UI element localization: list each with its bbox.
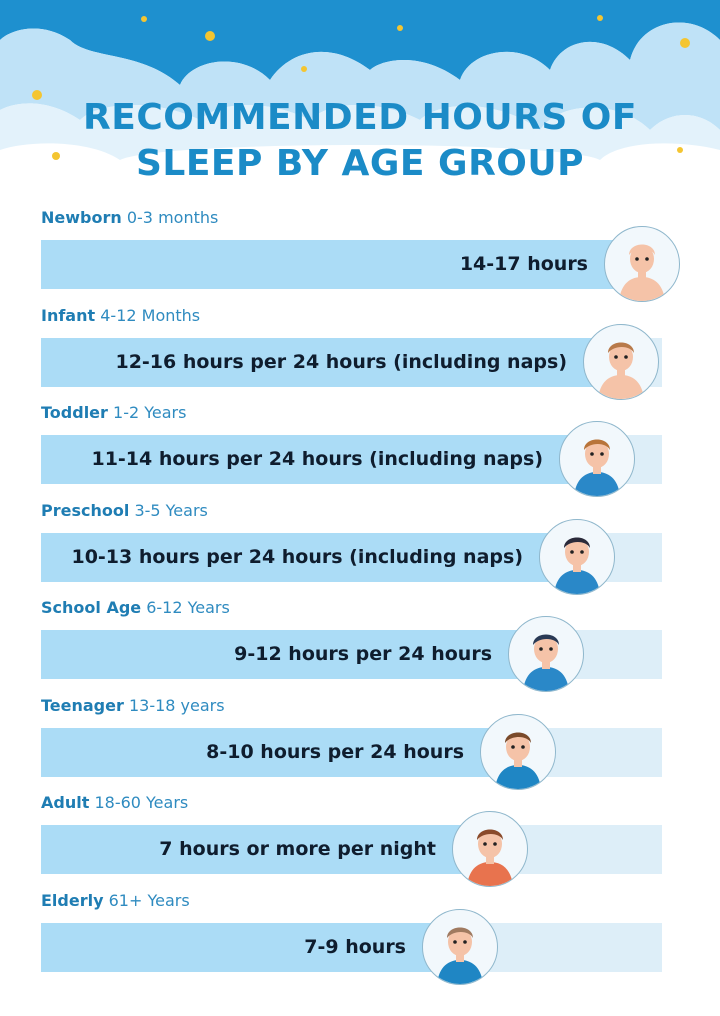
age-range: 1-2 Years <box>113 403 187 422</box>
age-group-name: Preschool <box>41 501 130 520</box>
infant-icon <box>583 324 659 400</box>
age-group-label: Preschool 3-5 Years <box>41 501 208 520</box>
sleep-bar-fill <box>41 923 460 972</box>
age-group-label: Infant 4-12 Months <box>41 306 200 325</box>
age-group-name: Infant <box>41 306 96 325</box>
age-group-name: Toddler <box>41 403 108 422</box>
sleep-hours-value: 12-16 hours per 24 hours (including naps… <box>115 351 567 373</box>
sleep-bar-fill <box>41 435 597 484</box>
sleep-hours-value: 14-17 hours <box>459 253 588 275</box>
sleep-hours-value: 11-14 hours per 24 hours (including naps… <box>91 448 543 470</box>
sleep-bar: 11-14 hours per 24 hours (including naps… <box>41 435 662 484</box>
elderly-icon <box>422 909 498 985</box>
sleep-bar: 12-16 hours per 24 hours (including naps… <box>41 338 662 387</box>
sleep-bar: 14-17 hours <box>41 240 662 289</box>
preschool-child-icon <box>539 519 615 595</box>
sleep-bar-fill <box>41 630 546 679</box>
age-range: 61+ Years <box>108 891 190 910</box>
age-range: 13-18 years <box>128 696 225 715</box>
sleep-bar-fill <box>41 240 642 289</box>
age-group-label: Elderly 61+ Years <box>41 891 190 910</box>
age-group-name: Elderly <box>41 891 104 910</box>
age-group-label: Newborn 0-3 months <box>41 208 218 227</box>
sleep-hours-value: 7-9 hours <box>304 936 406 958</box>
sleep-hours-value: 9-12 hours per 24 hours <box>234 643 492 665</box>
title-line-2: SLEEP BY AGE GROUP <box>135 143 585 184</box>
title-line-1: RECOMMENDED HOURS OF <box>83 97 637 138</box>
sleep-hours-value: 10-13 hours per 24 hours (including naps… <box>71 546 523 568</box>
age-group-name: Teenager <box>41 696 124 715</box>
age-range: 6-12 Years <box>146 598 230 617</box>
age-range: 3-5 Years <box>134 501 208 520</box>
age-group-name: Adult <box>41 793 90 812</box>
sleep-bar-fill <box>41 338 621 387</box>
sleep-bar-fill <box>41 825 490 874</box>
school-child-icon <box>508 616 584 692</box>
sleep-bar: 7 hours or more per night <box>41 825 662 874</box>
sleep-hours-value: 8-10 hours per 24 hours <box>206 741 464 763</box>
age-range: 4-12 Months <box>100 306 201 325</box>
adult-icon <box>452 811 528 887</box>
sleep-bar: 8-10 hours per 24 hours <box>41 728 662 777</box>
age-group-label: Teenager 13-18 years <box>41 696 225 715</box>
age-group-label: Adult 18-60 Years <box>41 793 188 812</box>
sleep-bar: 7-9 hours <box>41 923 662 972</box>
age-group-label: Toddler 1-2 Years <box>41 403 186 422</box>
age-group-name: Newborn <box>41 208 122 227</box>
teenager-icon <box>480 714 556 790</box>
age-range: 18-60 Years <box>94 793 189 812</box>
newborn-baby-icon <box>604 226 680 302</box>
night-sky-clouds-banner <box>0 0 720 210</box>
sleep-bar: 10-13 hours per 24 hours (including naps… <box>41 533 662 582</box>
sleep-bar-fill <box>41 533 577 582</box>
toddler-icon <box>559 421 635 497</box>
age-range: 0-3 months <box>126 208 219 227</box>
age-group-label: School Age 6-12 Years <box>41 598 230 617</box>
sleep-bar-fill <box>41 728 518 777</box>
sleep-hours-value: 7 hours or more per night <box>159 838 436 860</box>
age-group-name: School Age <box>41 598 142 617</box>
